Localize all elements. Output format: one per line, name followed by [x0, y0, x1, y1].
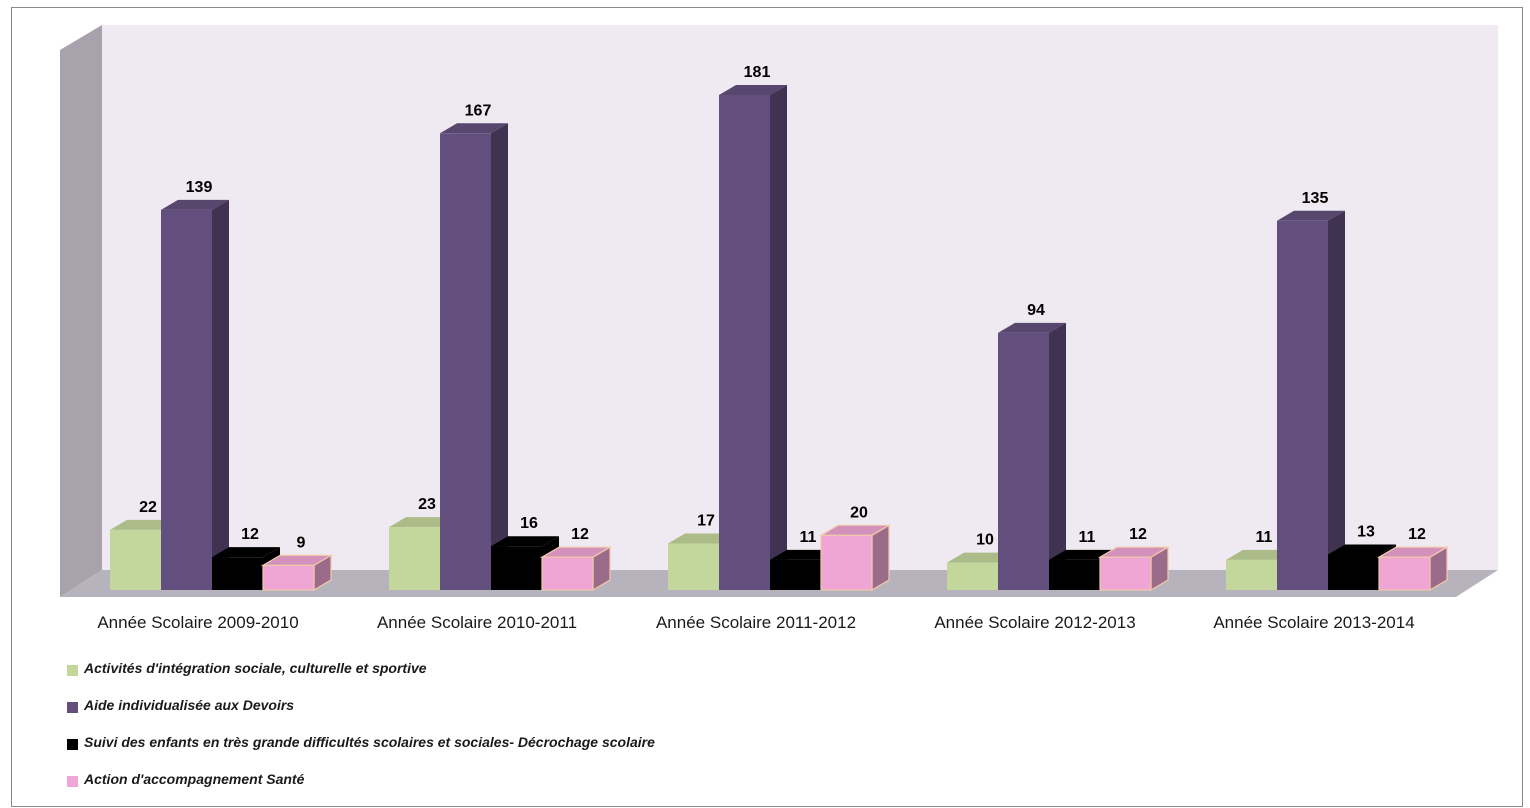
bar: [998, 322, 1066, 590]
bar: [818, 524, 892, 592]
data-label: 13: [1357, 523, 1375, 540]
data-label: 23: [418, 496, 436, 513]
data-label: 94: [1027, 302, 1045, 319]
x-tick-label: Année Scolaire 2012-2013: [934, 613, 1135, 632]
data-label: 11: [1256, 529, 1273, 546]
x-tick-label: Année Scolaire 2010-2011: [377, 613, 577, 632]
legend-swatch: [67, 739, 78, 750]
data-label: 139: [186, 179, 213, 196]
bar: [161, 199, 229, 590]
x-tick-label: Année Scolaire 2011-2012: [656, 613, 856, 632]
legend-label: Aide individualisée aux Devoirs: [84, 697, 295, 713]
data-label: 9: [297, 534, 306, 551]
side-wall: [60, 25, 102, 597]
data-label: 11: [800, 529, 817, 546]
legend-swatch: [67, 702, 78, 713]
legend-label: Activités d'intégration sociale, culture…: [84, 660, 427, 676]
data-label: 12: [241, 526, 259, 543]
data-label: 10: [976, 532, 994, 549]
data-label: 167: [465, 102, 492, 119]
data-label: 11: [1079, 529, 1096, 546]
legend-label: Action d'accompagnement Santé: [84, 771, 305, 787]
bar: [719, 85, 787, 590]
data-label: 181: [744, 64, 771, 81]
bar: [539, 546, 613, 592]
x-tick-label: Année Scolaire 2009-2010: [97, 613, 298, 632]
data-label: 17: [697, 513, 715, 530]
bar: [1277, 210, 1345, 591]
legend-label: Suivi des enfants en très grande difficu…: [84, 734, 655, 750]
bar: [440, 123, 508, 590]
data-label: 135: [1302, 190, 1329, 207]
data-label: 12: [571, 526, 589, 543]
legend-swatch: [67, 665, 78, 676]
data-label: 20: [850, 504, 868, 521]
legend-swatch: [67, 776, 78, 787]
data-label: 12: [1129, 526, 1147, 543]
bar: [212, 547, 280, 590]
data-label: 16: [520, 515, 538, 532]
data-label: 22: [139, 499, 157, 516]
x-tick-label: Année Scolaire 2013-2014: [1213, 613, 1414, 632]
bar: [1376, 546, 1450, 592]
bar: [1097, 546, 1171, 592]
bar: [260, 554, 334, 592]
data-label: 12: [1408, 526, 1426, 543]
